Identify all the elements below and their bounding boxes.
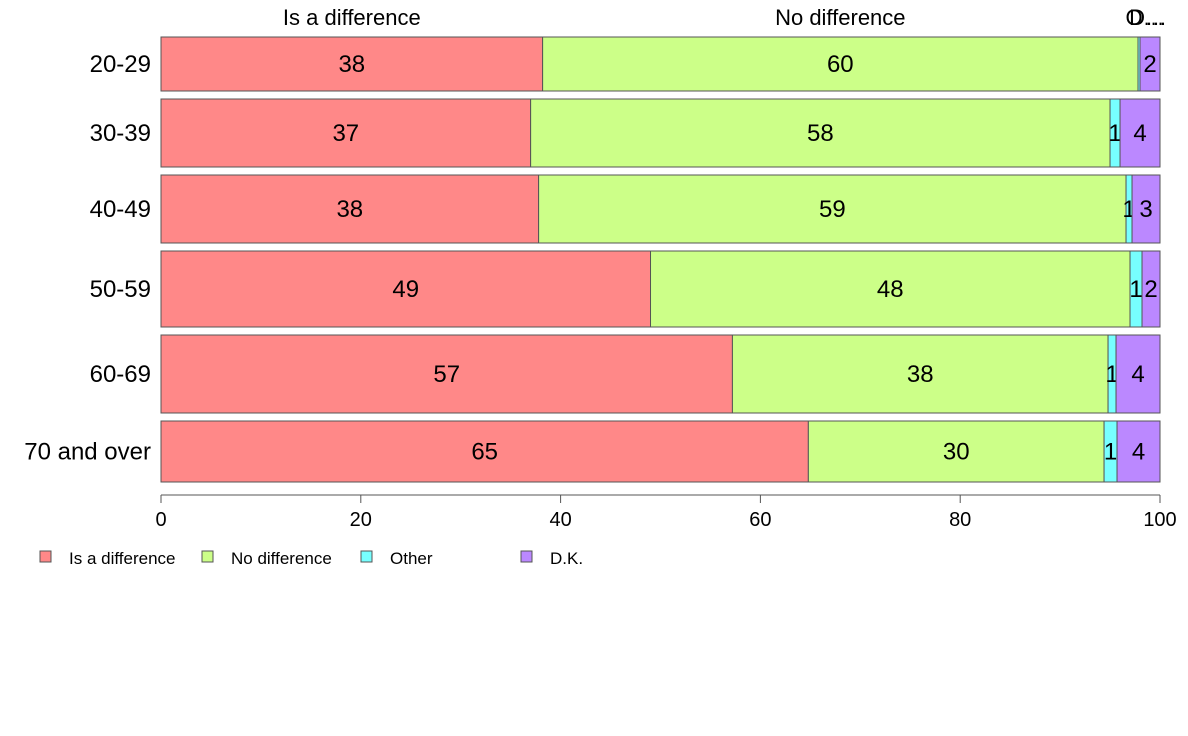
category-label-0: 20-29: [90, 51, 151, 78]
data-label-2-3: 3: [1139, 196, 1152, 223]
bar-segment-5-0: [160, 420, 809, 483]
bar-segment-1-0: [160, 98, 532, 168]
data-label-0-1: 60: [827, 51, 854, 78]
data-label-0-0: 38: [338, 51, 365, 78]
data-label-1-3: 4: [1133, 120, 1146, 147]
bar-segment-2-3: [1131, 174, 1161, 244]
bar-segment-0-1: [542, 36, 1139, 92]
category-label-2: 40-49: [90, 196, 151, 223]
legend: Is a difference No difference Other D.K.: [39, 549, 583, 568]
x-tick-label-3: 60: [749, 509, 771, 531]
category-label-1: 30-39: [90, 120, 151, 147]
category-label-3: 50-59: [90, 276, 151, 303]
bar-segment-4-0: [160, 334, 733, 414]
bar-segment-1-3: [1119, 98, 1161, 168]
x-tick-label-1: 20: [350, 509, 372, 531]
data-label-3-2: 1: [1129, 276, 1142, 303]
data-label-4-0: 57: [433, 361, 460, 388]
legend-label-3: D.K.: [550, 549, 583, 568]
bar-segment-0-3: [1139, 36, 1161, 92]
x-axis: 0 20 40 60 80 100: [155, 494, 1177, 531]
legend-swatch-0: [39, 550, 52, 563]
data-label-3-1: 48: [877, 276, 904, 303]
x-tick-label-0: 0: [155, 509, 166, 531]
bar-segment-0-0: [160, 36, 544, 92]
legend-label-0: Is a difference: [69, 549, 175, 568]
bar-segment-1-1: [530, 98, 1111, 168]
top-label-3: D…: [1129, 5, 1167, 30]
top-label-2: O…: [1125, 5, 1164, 30]
data-label-4-1: 38: [907, 361, 934, 388]
bar-segment-3-1: [650, 250, 1131, 328]
category-label-5: 70 and over: [24, 439, 151, 466]
category-label-4: 60-69: [90, 361, 151, 388]
data-label-5-0: 65: [471, 439, 498, 466]
bar-segment-2-1: [538, 174, 1127, 244]
bar-segment-4-3: [1115, 334, 1161, 414]
data-label-2-1: 59: [819, 196, 846, 223]
data-label-5-3: 4: [1132, 439, 1145, 466]
data-label-2-0: 38: [336, 196, 363, 223]
data-label-5-2: 1: [1104, 439, 1117, 466]
data-label-0-3: 2: [1143, 51, 1156, 78]
legend-label-2: Other: [390, 549, 433, 568]
top-label-0: Is a difference: [283, 5, 421, 30]
data-label-4-2: 1: [1105, 361, 1118, 388]
bar-segment-3-0: [160, 250, 652, 328]
data-label-1-2: 1: [1108, 120, 1121, 147]
top-category-labels: Is a difference No difference O…D…: [283, 5, 1167, 30]
data-label-5-1: 30: [943, 439, 970, 466]
x-tick-label-2: 40: [549, 509, 571, 531]
x-tick-label-5: 100: [1143, 509, 1176, 531]
data-label-1-1: 58: [807, 120, 834, 147]
bar-area: 38 60 237 58 1 438 59 1 349 48 1 257 38 1 465 30 1 4: [160, 36, 1161, 483]
bar-segment-5-3: [1116, 420, 1161, 483]
y-axis-labels: 20-29 30-39 40-49 50-59 60-69 70 and over: [24, 51, 151, 466]
top-label-1: No difference: [775, 5, 905, 30]
legend-swatch-1: [201, 550, 214, 563]
data-label-3-3: 2: [1144, 276, 1157, 303]
legend-swatch-3: [520, 550, 533, 563]
bar-segment-5-1: [807, 420, 1105, 483]
legend-swatch-2: [360, 550, 373, 563]
x-tick-label-4: 80: [949, 509, 971, 531]
data-label-4-3: 4: [1131, 361, 1144, 388]
data-label-3-0: 49: [392, 276, 419, 303]
bar-segment-2-0: [160, 174, 540, 244]
bar-segment-3-3: [1141, 250, 1161, 328]
legend-label-1: No difference: [231, 549, 332, 568]
data-label-1-0: 37: [332, 120, 359, 147]
